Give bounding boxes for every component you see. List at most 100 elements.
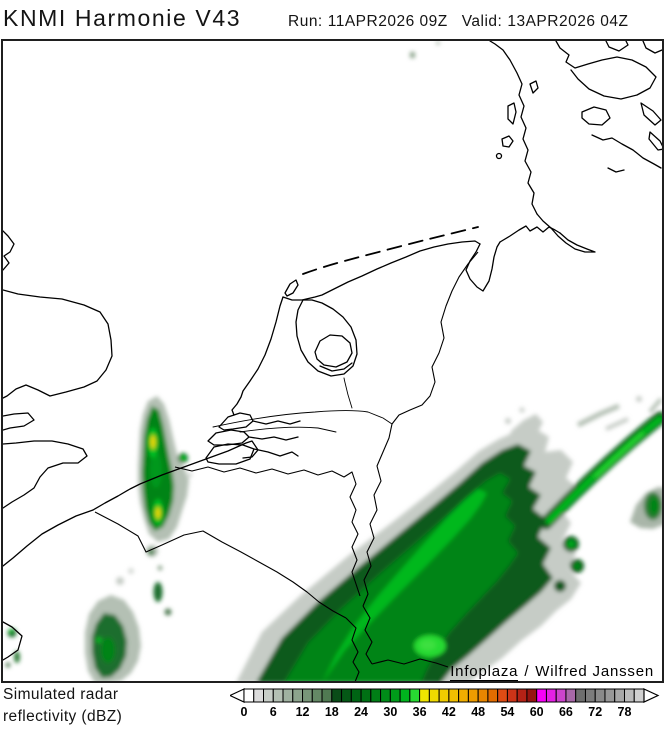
frisian-island — [495, 152, 503, 160]
colorbar-cell — [292, 688, 304, 703]
attribution: Infoplaza / Wilfred Janssen — [0, 663, 659, 681]
colorbar-cell — [331, 688, 343, 703]
precip-cell-dot-core — [180, 455, 186, 461]
rhine-river — [212, 410, 393, 428]
uk-coastline — [3, 230, 15, 271]
uk-coastline — [3, 289, 113, 399]
precip-knob-core — [566, 539, 576, 549]
france-coastline — [3, 621, 23, 661]
colorbar-tick-label: 18 — [325, 705, 339, 719]
denmark-top-coast — [605, 41, 629, 52]
model-title: KNMI Harmonie V43 — [3, 5, 242, 31]
jutland-west-coastline — [489, 41, 538, 215]
texel-island — [284, 279, 299, 297]
precipitation-layer — [5, 41, 662, 681]
precip-ne-band-core — [594, 432, 644, 478]
precip-top-speck — [436, 41, 440, 45]
colorbar-cell — [360, 688, 372, 703]
colorbar-cell — [272, 688, 284, 703]
precip-ne-dash — [648, 397, 662, 414]
valid-value: 13APR2026 04Z — [507, 13, 629, 30]
colorbar-cell — [516, 688, 528, 703]
precip-tail — [164, 608, 172, 616]
colorbar-left-arrow — [230, 688, 245, 703]
colorbar-cell — [594, 688, 606, 703]
colorbar-tick-label: 72 — [588, 705, 602, 719]
colorbar-cell — [428, 688, 440, 703]
precip-bright-spot-core — [420, 640, 436, 650]
flanders-coastline — [92, 440, 259, 511]
precip-knob — [554, 580, 566, 592]
colorbar-cell — [321, 688, 333, 703]
colorbar-cell — [341, 688, 352, 703]
thames-estuary — [3, 412, 35, 431]
border-nl-de — [362, 251, 479, 607]
legend-label-line1: Simulated radar — [3, 686, 119, 703]
colorbar-tick-label: 24 — [354, 705, 368, 719]
precip-right-edge-green-core — [649, 497, 659, 515]
colorbar-cell — [497, 688, 508, 703]
ems-estuary — [465, 241, 501, 292]
colorbar-cell — [419, 688, 430, 703]
colorbar-cell — [623, 688, 635, 703]
precip-wisp — [128, 568, 134, 574]
colorbar-cell — [487, 688, 499, 703]
colorbar-cell — [584, 688, 596, 703]
precip-top-speck — [410, 52, 415, 58]
colorbar-cell — [633, 688, 645, 703]
colorbar-cell — [555, 688, 567, 703]
colorbar-cell — [282, 688, 294, 703]
run-value: 11APR2026 09Z — [327, 13, 448, 30]
precip-tail — [153, 582, 163, 602]
border-fr-de — [371, 658, 449, 668]
precip-yellow-core — [150, 435, 156, 449]
legend-label: Simulated radar reflectivity (dBZ) — [3, 684, 122, 728]
colorbar-cell — [448, 688, 460, 703]
colorbar-cell — [302, 688, 313, 703]
colorbar-tick-label: 66 — [559, 705, 573, 719]
colorbar-cell — [565, 688, 577, 703]
colorbar-tick-label: 54 — [500, 705, 514, 719]
wadden-islands — [302, 226, 479, 275]
colorbar-cell — [243, 688, 255, 703]
colorbar-tick-label: 12 — [296, 705, 310, 719]
colorbar-tick-label: 0 — [241, 705, 248, 719]
holland-coastline — [231, 296, 284, 416]
denmark-sliver — [648, 131, 662, 151]
precip-left-edge-cell — [5, 662, 11, 668]
legend-label-line2: reflectivity (dBZ) — [3, 708, 123, 725]
colorbar-cell — [263, 688, 274, 703]
precip-speck — [505, 418, 511, 424]
colorbar-tick-label: 30 — [383, 705, 397, 719]
precip-speck — [448, 477, 456, 485]
precip-speck — [636, 396, 642, 402]
country-borders — [94, 251, 479, 681]
frisian-island — [507, 102, 517, 125]
reflectivity-colorbar: 0 6 12 18 24 30 36 42 48 54 60 66 72 78 — [230, 688, 660, 719]
denmark-sliver — [640, 102, 662, 126]
colorbar-cell — [506, 688, 518, 703]
run-label: Run: — [288, 13, 323, 30]
attribution-author: Wilfred Janssen — [535, 663, 654, 680]
colorbar-cell — [389, 688, 401, 703]
colorbar-cell — [477, 688, 489, 703]
kent-coastline — [3, 440, 88, 509]
ijssel-river — [343, 377, 353, 409]
colorbar-tick-label: 42 — [442, 705, 456, 719]
zeeland-island — [218, 412, 301, 431]
border-nl-be — [174, 466, 361, 597]
colorbar-cell — [614, 688, 625, 703]
precip-knob-core — [573, 562, 581, 570]
colorbar-tick-label: 48 — [471, 705, 485, 719]
precip-tail — [157, 565, 163, 571]
precip-speck — [519, 407, 525, 413]
precip-wisp — [116, 577, 124, 585]
attribution-source-link[interactable]: Infoplaza — [450, 663, 519, 681]
denmark-limfjord — [555, 41, 657, 100]
colorbar-cell — [536, 688, 547, 703]
coastlines — [3, 41, 662, 661]
zeeland-island — [207, 429, 299, 446]
france-coastline — [3, 509, 94, 567]
border-lu-de — [345, 605, 373, 681]
